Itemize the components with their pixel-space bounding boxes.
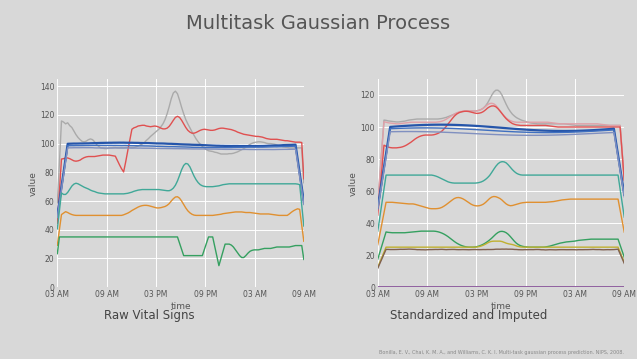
Text: Standardized and Imputed: Standardized and Imputed: [389, 309, 547, 322]
X-axis label: time: time: [490, 302, 512, 311]
Y-axis label: value: value: [28, 171, 38, 196]
Text: Raw Vital Signs: Raw Vital Signs: [104, 309, 195, 322]
Text: Bonilla, E. V., Chai, K. M. A., and Williams, C. K. I. Multi-task gaussian proce: Bonilla, E. V., Chai, K. M. A., and Will…: [380, 350, 624, 355]
Y-axis label: value: value: [348, 171, 358, 196]
X-axis label: time: time: [170, 302, 191, 311]
Text: Multitask Gaussian Process: Multitask Gaussian Process: [187, 14, 450, 33]
